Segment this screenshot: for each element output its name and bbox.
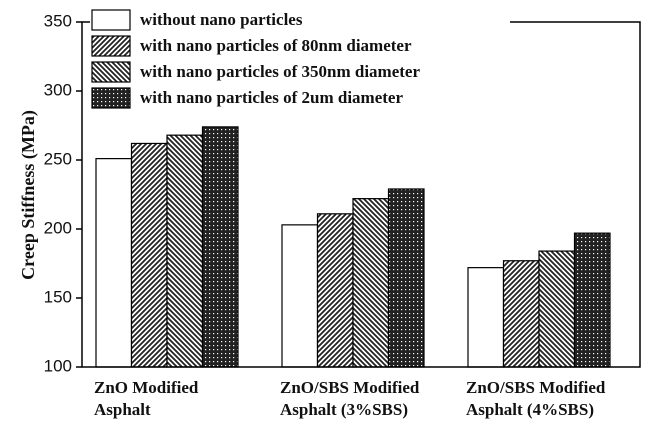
y-tick-label: 150 <box>44 287 72 306</box>
y-tick-label: 350 <box>44 11 72 30</box>
legend-label: without nano particles <box>140 10 303 29</box>
bar <box>95 158 133 368</box>
y-tick-label: 100 <box>44 356 72 375</box>
x-tick-label: Asphalt (4%SBS) <box>466 400 594 419</box>
bar <box>573 232 611 368</box>
bar <box>201 126 239 368</box>
x-tick-label: ZnO/SBS Modified <box>466 378 606 397</box>
x-tick-label: Asphalt (3%SBS) <box>280 400 408 419</box>
y-axis-label: Creep Stiffness (MPa) <box>18 110 39 280</box>
x-tick-label: Asphalt <box>94 400 151 419</box>
legend-swatch <box>91 9 131 31</box>
y-tick-label: 250 <box>44 149 72 168</box>
bar <box>281 224 319 368</box>
bar <box>538 250 576 368</box>
legend-swatch <box>91 35 131 57</box>
bar <box>467 267 505 368</box>
legend-label: with nano particles of 2um diameter <box>140 88 403 107</box>
bar <box>387 188 425 368</box>
bar <box>352 198 390 368</box>
legend-label: with nano particles of 350nm diameter <box>140 62 420 81</box>
y-tick-label: 300 <box>44 80 72 99</box>
legend-box <box>90 6 510 112</box>
bar <box>502 260 540 368</box>
legend-swatch <box>91 87 131 109</box>
bar <box>166 134 204 368</box>
x-tick-label: ZnO Modified <box>94 378 199 397</box>
legend-label: with nano particles of 80nm diameter <box>140 36 412 55</box>
legend-swatch <box>91 61 131 83</box>
x-tick-label: ZnO/SBS Modified <box>280 378 420 397</box>
bar <box>130 142 168 368</box>
bar <box>316 213 354 368</box>
y-tick-label: 200 <box>44 218 72 237</box>
